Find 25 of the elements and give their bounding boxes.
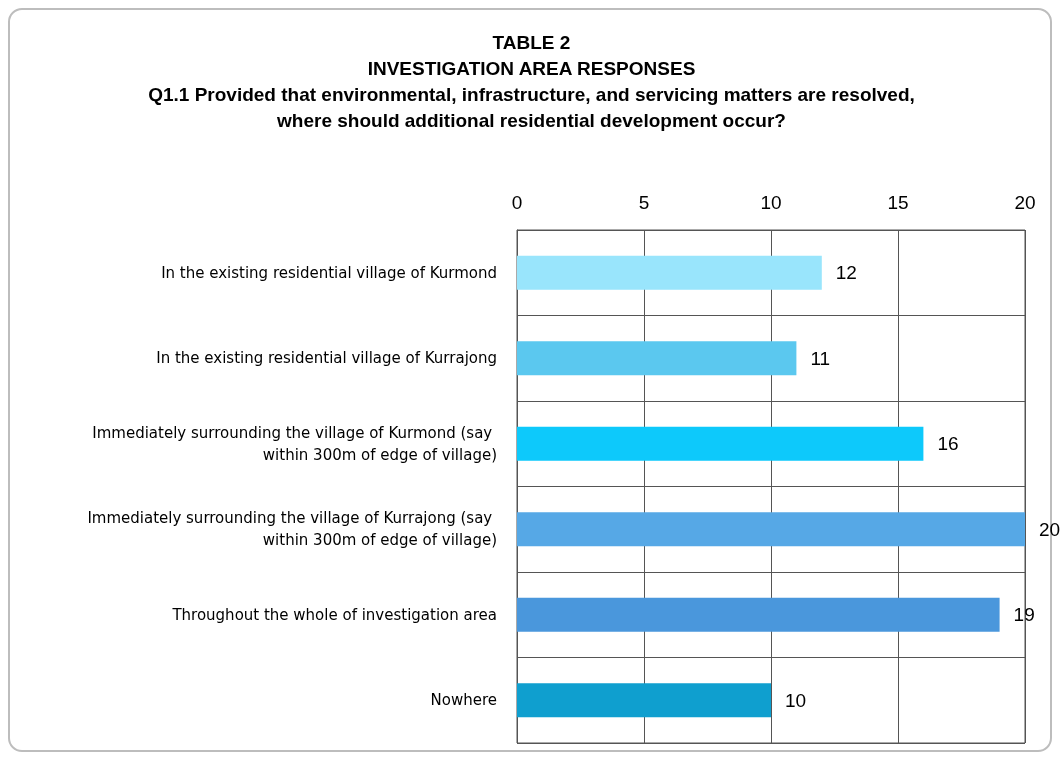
bar xyxy=(517,255,822,290)
y-tick-label: In the existing residential village of Kurrajong xyxy=(156,349,497,368)
data-label: 12 xyxy=(835,262,857,284)
chart-subtitle: INVESTIGATION AREA RESPONSES xyxy=(366,57,697,81)
text: Q1.1 Provided that environmental, infrastructure, and servicing matters are resolved, where should additional residential development occur? xyxy=(147,83,916,133)
x-tick-label: 15 xyxy=(887,192,909,213)
data-label: 10 xyxy=(785,689,807,711)
data-label: 11 xyxy=(810,347,831,369)
y-tick-label: In the existing residential village of Kurmond xyxy=(161,263,497,282)
y-tick-label: Nowhere xyxy=(430,691,497,710)
data-label: 16 xyxy=(937,433,959,455)
data-label: 20 xyxy=(1039,518,1061,540)
x-tick-label: 0 xyxy=(511,192,523,213)
x-tick-label: 10 xyxy=(760,192,782,213)
chart-title: TABLE 2 xyxy=(491,31,572,55)
x-tick-label: 20 xyxy=(1014,192,1036,213)
bar xyxy=(517,426,924,461)
bar xyxy=(517,597,1000,632)
y-tick-label: Throughout the whole of investigation area xyxy=(171,605,497,624)
bar xyxy=(517,341,797,376)
y-tick-label: Immediately surrounding the village of Kurrajong (say within 300m of edge of village) xyxy=(87,509,497,550)
bar xyxy=(517,512,1025,547)
x-tick-label: 5 xyxy=(638,192,650,213)
bar xyxy=(517,683,771,718)
y-tick-label: Immediately surrounding the village of Kurmond (say within 300m of edge of village) xyxy=(92,423,497,464)
